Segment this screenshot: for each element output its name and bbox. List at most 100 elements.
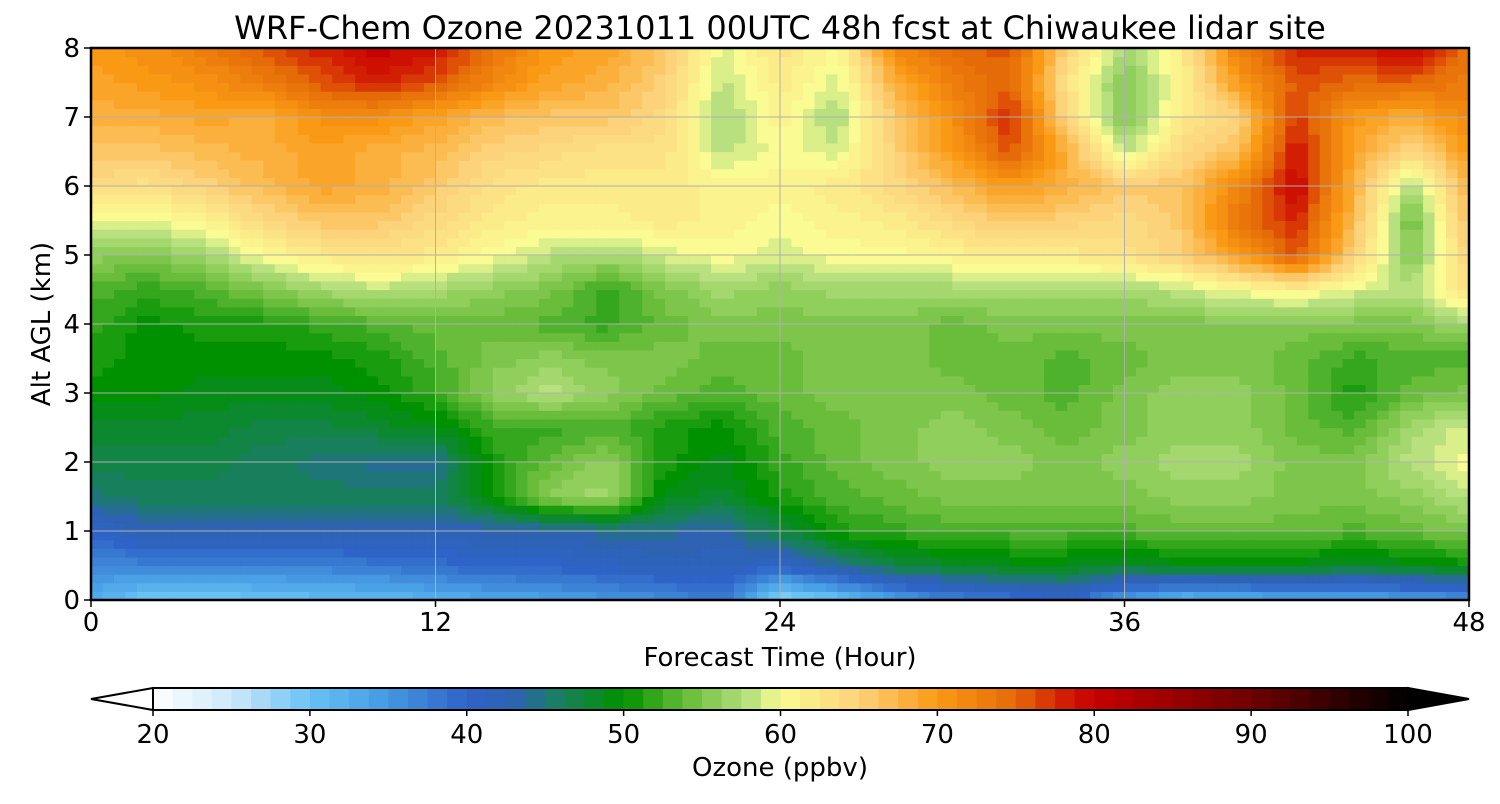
heatmap-cell [1135,427,1149,437]
heatmap-cell [355,332,368,342]
heatmap-cell [1158,349,1172,360]
heatmap-cell [894,246,907,256]
heatmap-cell [1124,384,1137,394]
heatmap-cell [1181,367,1194,377]
heatmap-cell [1331,539,1344,549]
heatmap-cell [1090,548,1103,558]
heatmap-cell [1181,358,1194,368]
heatmap-cell [424,289,437,299]
heatmap-cell [125,289,138,299]
heatmap-cell [871,341,884,351]
heatmap-cell [894,462,907,472]
heatmap-cell [309,298,322,308]
heatmap-cell [424,487,437,498]
heatmap-cell [940,462,953,472]
heatmap-cell [424,505,437,515]
heatmap-cell [619,436,632,446]
heatmap-cell [1296,418,1309,429]
heatmap-cell [676,565,689,575]
heatmap-cell [584,298,597,308]
heatmap-cell [1285,522,1298,532]
heatmap-cell [1434,453,1447,463]
heatmap-cell [1308,522,1321,532]
heatmap-cell [378,246,391,256]
heatmap-cell [102,427,115,437]
heatmap-cell [837,531,850,541]
heatmap-cell [688,427,701,437]
heatmap-cell [1331,522,1344,532]
heatmap-cell [1296,479,1309,489]
heatmap-cell [274,470,287,480]
heatmap-cell [286,505,299,515]
heatmap-cell [998,444,1011,454]
heatmap-cell [1124,341,1137,351]
heatmap-cell [1342,548,1355,558]
heatmap-cell [412,513,425,523]
heatmap-cell [757,393,770,403]
heatmap-cell [492,280,505,291]
heatmap-cell [722,565,735,575]
heatmap-cell [538,565,551,575]
heatmap-cell [274,427,287,437]
heatmap-cell [469,393,483,403]
heatmap-cell [1354,453,1367,463]
heatmap-cell [1411,427,1424,437]
heatmap-cell [1078,401,1091,411]
heatmap-cell [424,263,437,273]
heatmap-cell [653,263,666,273]
heatmap-cell [194,324,207,334]
heatmap-cell [722,289,735,299]
heatmap-cell [619,324,632,334]
heatmap-cell [240,539,253,549]
heatmap-cell [1170,393,1183,403]
heatmap-cell [665,418,678,429]
heatmap-cell [228,367,241,377]
heatmap-cell [883,332,896,342]
heatmap-cell [596,574,609,584]
heatmap-cell [1331,280,1344,291]
heatmap-cell [263,539,276,549]
heatmap-cell [286,453,299,463]
heatmap-cell [871,556,884,567]
heatmap-cell [182,479,195,489]
heatmap-cell [469,289,483,299]
heatmap-cell [619,505,632,515]
heatmap-cell [963,565,976,575]
heatmap-cell [722,479,735,489]
heatmap-cell [1342,462,1355,472]
heatmap-cell [320,401,333,411]
heatmap-cell [1204,470,1217,480]
heatmap-cell [975,539,988,549]
heatmap-cell [159,505,172,515]
heatmap-cell [240,272,253,282]
heatmap-cell [952,565,965,575]
heatmap-cell [1342,341,1355,351]
heatmap-cell [1434,427,1447,437]
heatmap-cell [527,462,540,472]
heatmap-cell [1170,496,1183,506]
heatmap-cell [91,591,104,600]
heatmap-cell [320,427,333,437]
heatmap-cell [378,539,391,549]
heatmap-cell [1354,487,1367,498]
heatmap-cell [642,565,655,575]
heatmap-cell [573,263,586,273]
heatmap-cell [1377,522,1390,532]
heatmap-cell [527,306,540,316]
heatmap-cell [228,496,241,506]
heatmap-cell [125,496,138,506]
heatmap-cell [1124,315,1137,325]
heatmap-cell [1170,298,1183,308]
heatmap-cell [871,367,884,377]
heatmap-cell [1319,255,1332,265]
heatmap-cell [1273,427,1286,437]
heatmap-cell [1090,246,1103,256]
heatmap-cell [309,315,322,325]
heatmap-cell [584,522,597,532]
heatmap-cell [1250,280,1263,291]
heatmap-cell [1296,531,1309,541]
heatmap-cell [378,453,391,463]
heatmap-cell [297,410,310,420]
heatmap-cell [1009,462,1022,472]
heatmap-cell [1457,539,1469,549]
